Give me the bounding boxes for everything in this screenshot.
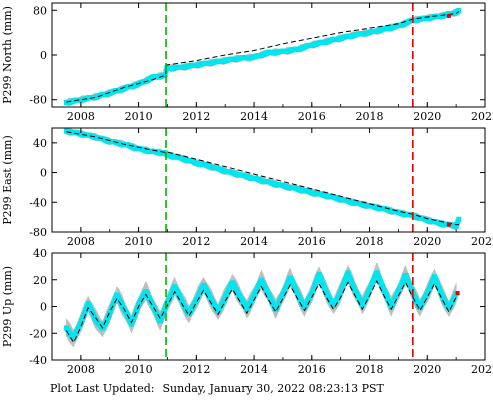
east-x-tick-label: 2010 xyxy=(125,235,153,248)
east-x-tick-label: 2016 xyxy=(298,235,326,248)
north-data-point xyxy=(162,72,168,78)
north-y-tick-label: 0 xyxy=(40,49,47,62)
east-y-tick-label: -80 xyxy=(29,226,47,239)
up-x-tick-label: 2014 xyxy=(240,363,268,376)
east-plot-frame xyxy=(51,127,486,233)
north-x-tick-label: 2012 xyxy=(182,110,210,123)
up-model-line xyxy=(65,279,457,344)
north-x-tick-label: 2014 xyxy=(240,110,268,123)
north-data-point xyxy=(456,7,462,13)
up-x-tick-label: 2016 xyxy=(298,363,326,376)
north-x-tick-label: 2008 xyxy=(67,110,95,123)
east-y-tick-label: 0 xyxy=(40,167,47,180)
up-data-points xyxy=(63,270,459,341)
north-x-tick-label: 2020 xyxy=(413,110,441,123)
east-x-tick-label: 2020 xyxy=(413,235,441,248)
east-x-tick-label: 2018 xyxy=(356,235,384,248)
north-model-line xyxy=(66,11,460,103)
panel-north: 2008 2010 2012 2014 2016 2018 2020 2022 -80 0 80 P2… xyxy=(1,2,493,123)
up-y-tick-label: 40 xyxy=(33,247,47,260)
footer-timestamp: Sunday, January 30, 2022 08:23:13 PST xyxy=(162,382,384,395)
footer: Plot Last Updated: Sunday, January 30, 20… xyxy=(50,382,384,395)
east-x-tick-label: 2022 xyxy=(471,235,493,248)
east-latest-point xyxy=(446,222,451,227)
panel-up: 2008 2010 2012 2014 2016 2018 2020 2022 -40 -20 0 2… xyxy=(1,247,493,376)
up-y-tick-label: 0 xyxy=(40,301,47,314)
north-y-tick-label: -80 xyxy=(29,94,47,107)
up-y-axis-label: P299 Up (mm) xyxy=(1,266,14,347)
panel-east: 2008 2010 2012 2014 2016 2018 2020 2022 -80 -40 0 4… xyxy=(1,127,493,248)
east-x-tick-label: 2008 xyxy=(67,235,95,248)
east-y-axis-label: P299 East (mm) xyxy=(1,135,14,225)
east-y-tick-label: -40 xyxy=(29,196,47,209)
up-y-tick-label: -20 xyxy=(29,327,47,340)
east-data-points xyxy=(63,128,462,229)
east-y-tick-label: 40 xyxy=(33,137,47,150)
up-x-tick-label: 2020 xyxy=(413,363,441,376)
up-x-tick-label: 2008 xyxy=(67,363,95,376)
north-x-tick-label: 2010 xyxy=(125,110,153,123)
up-x-tick-label: 2018 xyxy=(356,363,384,376)
north-y-tick-label: 80 xyxy=(33,4,47,17)
east-x-tick-label: 2014 xyxy=(240,235,268,248)
up-y-tick-label: -40 xyxy=(29,354,47,367)
north-x-tick-label: 2022 xyxy=(471,110,493,123)
north-latest-point xyxy=(446,13,451,18)
north-y-axis-label: P299 North (mm) xyxy=(1,6,14,104)
east-model-line xyxy=(66,131,459,226)
up-x-tick-label: 2022 xyxy=(471,363,493,376)
up-latest-point xyxy=(455,291,460,296)
up-y-tick-label: 20 xyxy=(33,274,47,287)
up-x-tick-label: 2012 xyxy=(182,363,210,376)
east-x-tick-label: 2012 xyxy=(182,235,210,248)
up-x-tick-label: 2010 xyxy=(125,363,153,376)
footer-label: Plot Last Updated: xyxy=(50,382,155,395)
north-x-tick-label: 2016 xyxy=(298,110,326,123)
north-x-tick-label: 2018 xyxy=(356,110,384,123)
east-data-point xyxy=(456,216,462,222)
